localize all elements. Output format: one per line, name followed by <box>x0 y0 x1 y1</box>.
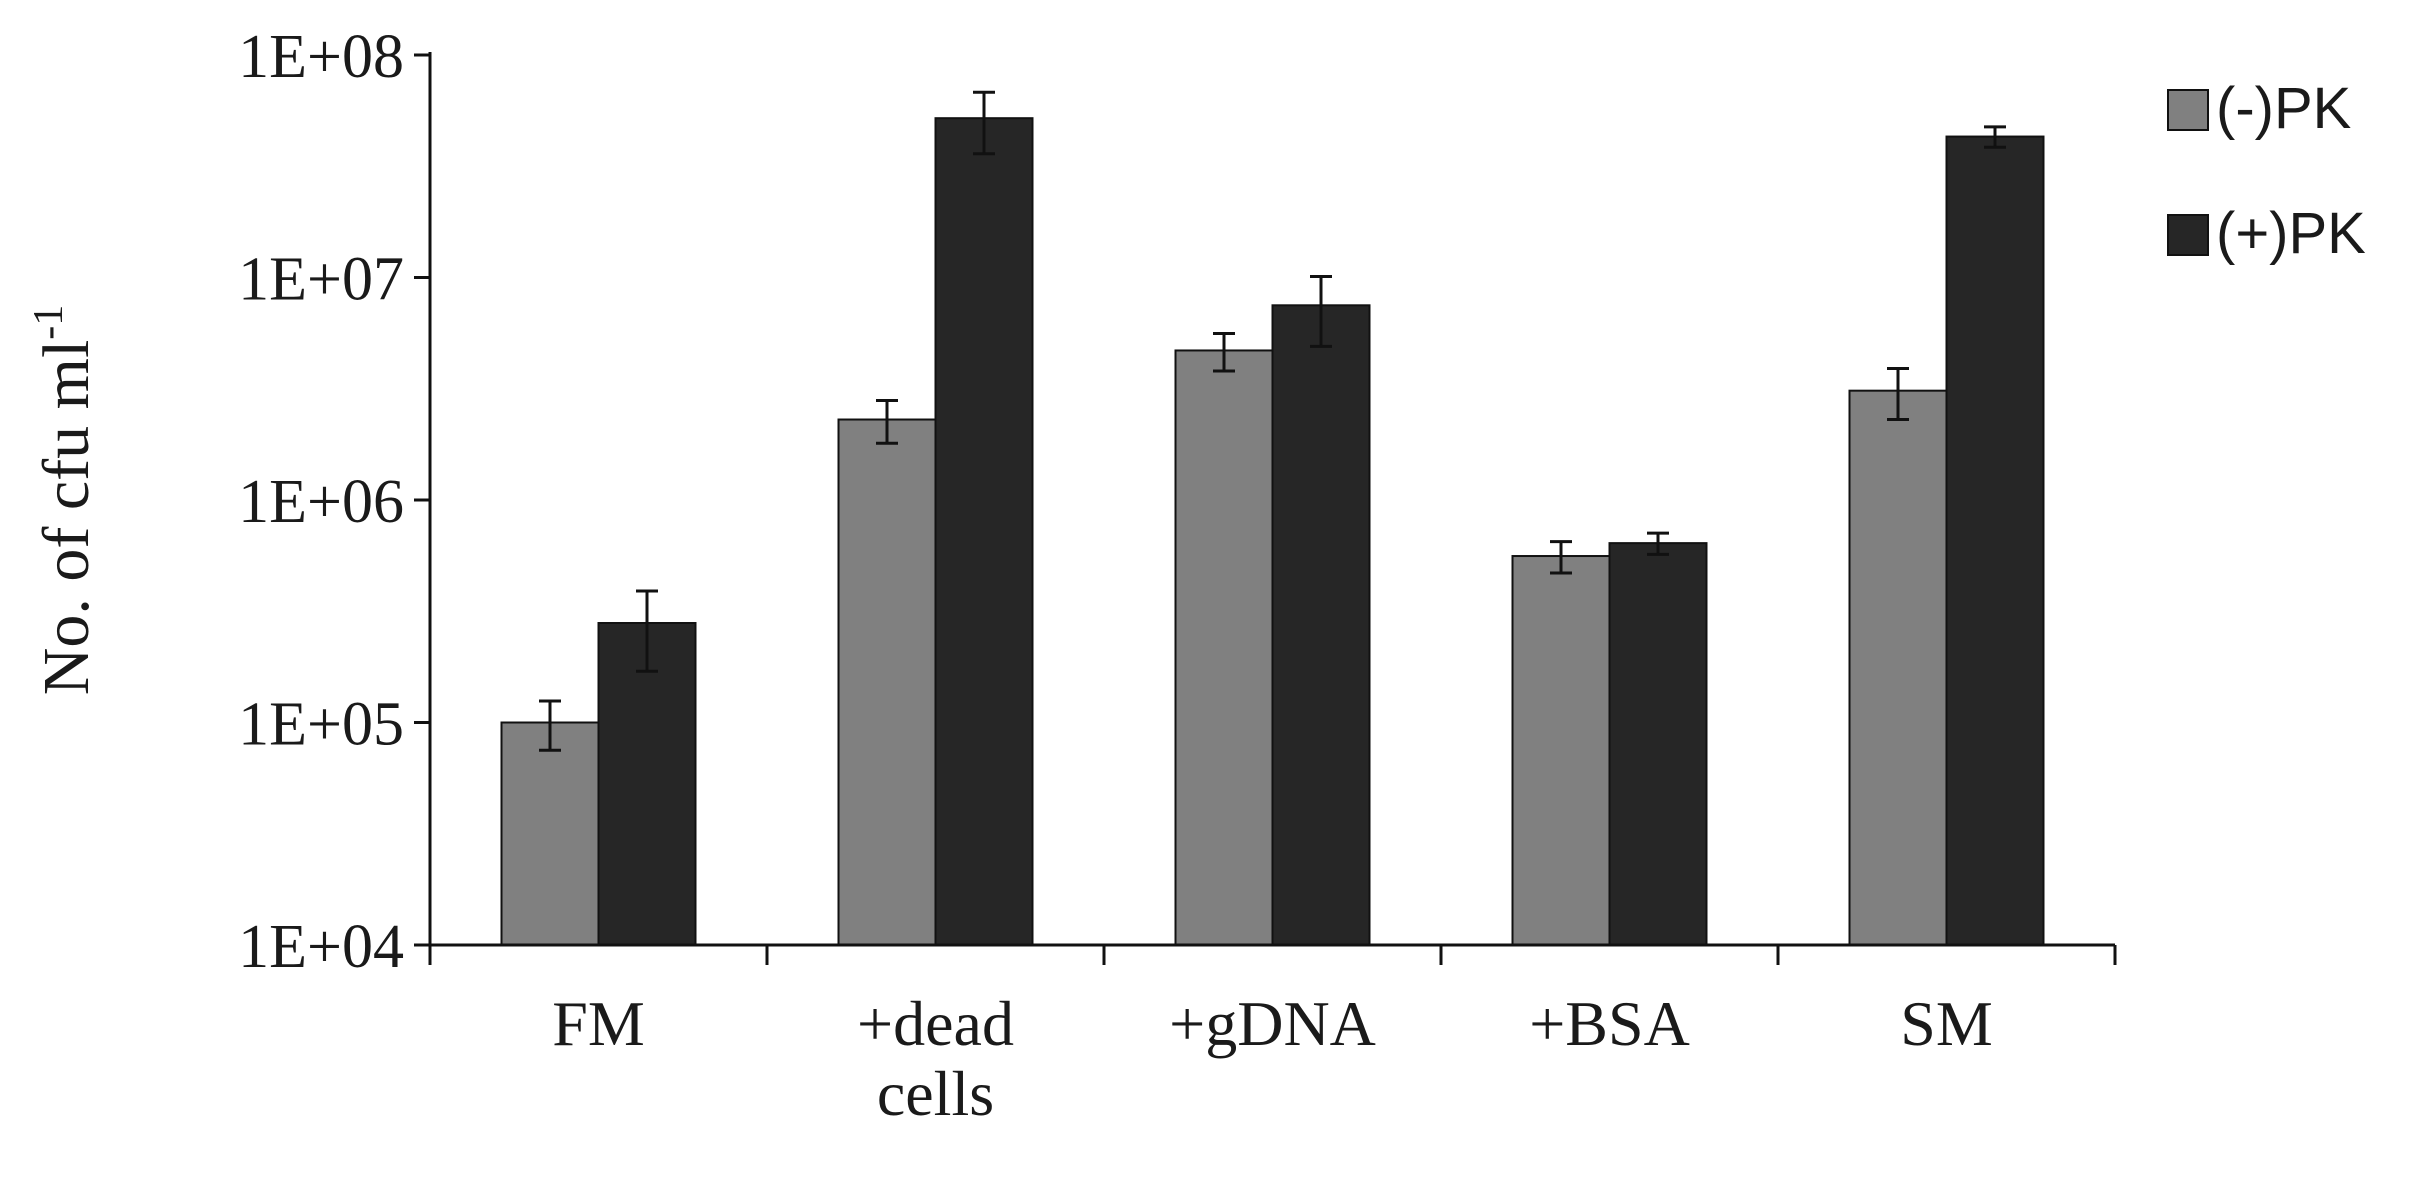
bar-minus-pk-2 <box>1174 349 1274 946</box>
bar-minus-pk-0 <box>500 721 600 946</box>
y-axis-label-superscript: -1 <box>26 305 72 340</box>
y-tick-label: 1E+04 <box>238 913 404 981</box>
x-tick-label-line: +gDNA <box>1169 988 1376 1059</box>
bar-minus-pk-1 <box>837 418 937 946</box>
x-tick-label-line: SM <box>1900 988 1993 1059</box>
y-tick-label: 1E+06 <box>238 468 404 536</box>
x-tick-label-line: +dead <box>857 988 1014 1059</box>
plot-area <box>500 90 2045 947</box>
legend-label-minus-pk: (-)PK <box>2216 76 2352 141</box>
legend-swatch-plus-pk <box>2167 214 2209 256</box>
y-tick-label: 1E+08 <box>238 23 404 91</box>
x-tick-label-line: +BSA <box>1529 988 1690 1059</box>
y-axis-label: No. of cfu ml-1 <box>26 305 103 696</box>
bar-plus-pk-0 <box>597 622 697 946</box>
y-tick-label: 1E+05 <box>238 691 404 759</box>
bar-minus-pk-3 <box>1511 555 1611 946</box>
legend: (-)PK (+)PK <box>2167 76 2366 266</box>
bar-plus-pk-4 <box>1945 135 2045 946</box>
x-tick-label-line: cells <box>877 1058 994 1129</box>
bar-minus-pk-4 <box>1848 389 1948 947</box>
x-tick-label: FM <box>552 988 645 1059</box>
x-tick-label: +gDNA <box>1169 988 1376 1059</box>
bar-plus-pk-3 <box>1608 542 1708 946</box>
x-tick-label-line: FM <box>552 988 645 1059</box>
y-tick-label: 1E+07 <box>238 246 404 314</box>
bar-plus-pk-2 <box>1271 304 1371 946</box>
legend-swatch-minus-pk <box>2167 89 2209 131</box>
axes: 1E+04 1E+05 1E+06 1E+07 1E+08 FM +dead cells +gD… <box>26 23 2117 1129</box>
x-tick-label: SM <box>1900 988 1993 1059</box>
legend-label-plus-pk: (+)PK <box>2216 201 2366 266</box>
x-tick-label: +dead cells <box>857 988 1014 1129</box>
bar-plus-pk-1 <box>934 117 1034 946</box>
y-axis-label-text: No. of cfu ml <box>30 340 103 696</box>
x-tick-label: +BSA <box>1529 988 1690 1059</box>
